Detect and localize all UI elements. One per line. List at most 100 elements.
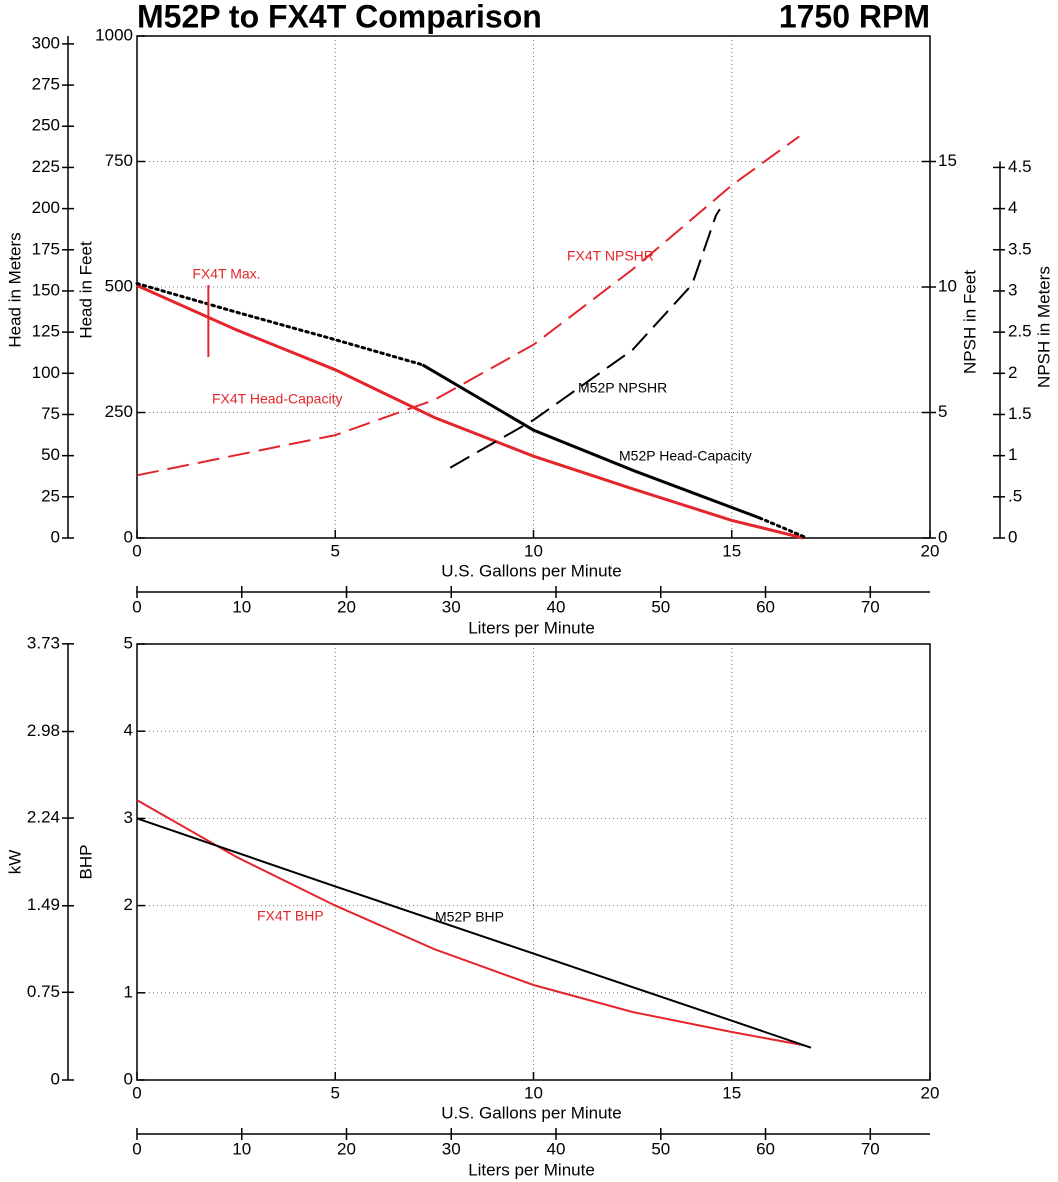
x2-tick-label: 30 (442, 1139, 461, 1158)
series-line (135, 282, 424, 367)
y-tick-label: 3 (124, 808, 133, 827)
series-line (449, 208, 721, 469)
annotation-label: FX4T Max. (192, 266, 260, 282)
x-tick-label: 20 (921, 1083, 940, 1102)
chart-title: M52P to FX4T Comparison (137, 0, 542, 34)
series-label: FX4T NPSHR (567, 248, 654, 264)
x2-tick-label: 40 (547, 1139, 566, 1158)
y4-tick-label: 1 (1008, 445, 1017, 464)
y2-tick-label: 15 (938, 151, 957, 170)
x2-tick-label: 0 (132, 597, 141, 616)
y3-tick-label: 2.24 (27, 808, 60, 827)
y3-tick-label: 150 (32, 280, 60, 299)
y-axis-title: BHP (76, 845, 95, 880)
y2-axis-title: NPSH in Feet (960, 270, 979, 374)
y3-tick-label: 125 (32, 322, 60, 341)
x-axis-title: U.S. Gallons per Minute (441, 561, 621, 580)
y4-tick-label: 4 (1008, 198, 1017, 217)
y3-tick-label: 250 (32, 116, 60, 135)
y2-tick-label: 5 (938, 402, 947, 421)
y-tick-label: 0 (124, 527, 133, 546)
y3-tick-label: 2.98 (27, 721, 60, 740)
y4-tick-label: 1.5 (1008, 404, 1032, 423)
y3-tick-label: 0 (51, 527, 60, 546)
x2-tick-label: 40 (547, 597, 566, 616)
y3-tick-label: 3.73 (27, 633, 60, 652)
y4-axis-title: NPSH in Meters (1034, 266, 1053, 388)
x2-tick-label: 30 (442, 597, 461, 616)
y3-tick-label: 275 (32, 75, 60, 94)
y3-tick-label: 0 (51, 1069, 60, 1088)
y3-tick-label: 0.75 (27, 982, 60, 1001)
x-tick-label: 15 (722, 541, 741, 560)
series-line (136, 284, 804, 540)
y3-tick-label: 75 (41, 404, 60, 423)
y-tick-label: 750 (105, 151, 133, 170)
series-line (136, 817, 812, 1049)
series-label: FX4T Head-Capacity (212, 391, 342, 407)
series-label: M52P Head-Capacity (619, 448, 752, 464)
y-tick-label: 4 (124, 721, 133, 740)
y3-tick-label: 175 (32, 239, 60, 258)
y4-tick-label: 2 (1008, 363, 1017, 382)
series-line (136, 135, 800, 477)
y3-tick-label: 1.49 (27, 895, 60, 914)
y-tick-label: 5 (124, 633, 133, 652)
y2-tick-label: 0 (938, 527, 947, 546)
y-tick-label: 500 (105, 276, 133, 295)
series-line (421, 363, 761, 520)
y3-tick-label: 50 (41, 445, 60, 464)
y-tick-label: 250 (105, 402, 133, 421)
x-tick-label: 0 (132, 541, 141, 560)
y-tick-label: 1 (124, 982, 133, 1001)
y4-tick-label: 2.5 (1008, 322, 1032, 341)
series-line (758, 516, 809, 540)
x-tick-label: 20 (921, 541, 940, 560)
y3-tick-label: 100 (32, 363, 60, 382)
x-tick-label: 10 (524, 541, 543, 560)
x-tick-label: 5 (331, 541, 340, 560)
x2-tick-label: 70 (861, 597, 880, 616)
series-line (136, 799, 804, 1047)
x2-tick-label: 20 (337, 1139, 356, 1158)
x-tick-label: 0 (132, 1083, 141, 1102)
x2-tick-label: 10 (232, 597, 251, 616)
y4-tick-label: 0 (1008, 527, 1017, 546)
y-tick-label: 1000 (95, 25, 133, 44)
x2-axis-title: Liters per Minute (468, 1160, 595, 1179)
y-axis-title: Head in Feet (76, 241, 95, 339)
y3-tick-label: 200 (32, 198, 60, 217)
x2-tick-label: 60 (756, 1139, 775, 1158)
y3-axis-title: kW (5, 850, 24, 875)
x2-tick-label: 70 (861, 1139, 880, 1158)
y3-axis-title: Head in Meters (5, 232, 24, 347)
y3-tick-label: 225 (32, 157, 60, 176)
x2-tick-label: 0 (132, 1139, 141, 1158)
x2-tick-label: 10 (232, 1139, 251, 1158)
series-label: M52P NPSHR (578, 380, 667, 396)
y-tick-label: 2 (124, 895, 133, 914)
x-tick-label: 5 (331, 1083, 340, 1102)
y4-tick-label: 3.5 (1008, 239, 1032, 258)
x2-tick-label: 50 (651, 1139, 670, 1158)
series-label: FX4T BHP (257, 908, 324, 924)
y2-tick-label: 10 (938, 276, 957, 295)
plot-frame (136, 643, 931, 1081)
y-tick-label: 0 (124, 1069, 133, 1088)
x2-axis-title: Liters per Minute (468, 618, 595, 637)
x2-tick-label: 20 (337, 597, 356, 616)
x-tick-label: 15 (722, 1083, 741, 1102)
x-tick-label: 10 (524, 1083, 543, 1102)
x2-tick-label: 50 (651, 597, 670, 616)
y4-tick-label: 4.5 (1008, 157, 1032, 176)
chart-subtitle: 1750 RPM (779, 0, 930, 34)
y4-tick-label: 3 (1008, 280, 1017, 299)
series-label: M52P BHP (435, 909, 504, 925)
x-axis-title: U.S. Gallons per Minute (441, 1103, 621, 1122)
y4-tick-label: .5 (1008, 486, 1022, 505)
x2-tick-label: 60 (756, 597, 775, 616)
y3-tick-label: 25 (41, 486, 60, 505)
y3-tick-label: 300 (32, 33, 60, 52)
